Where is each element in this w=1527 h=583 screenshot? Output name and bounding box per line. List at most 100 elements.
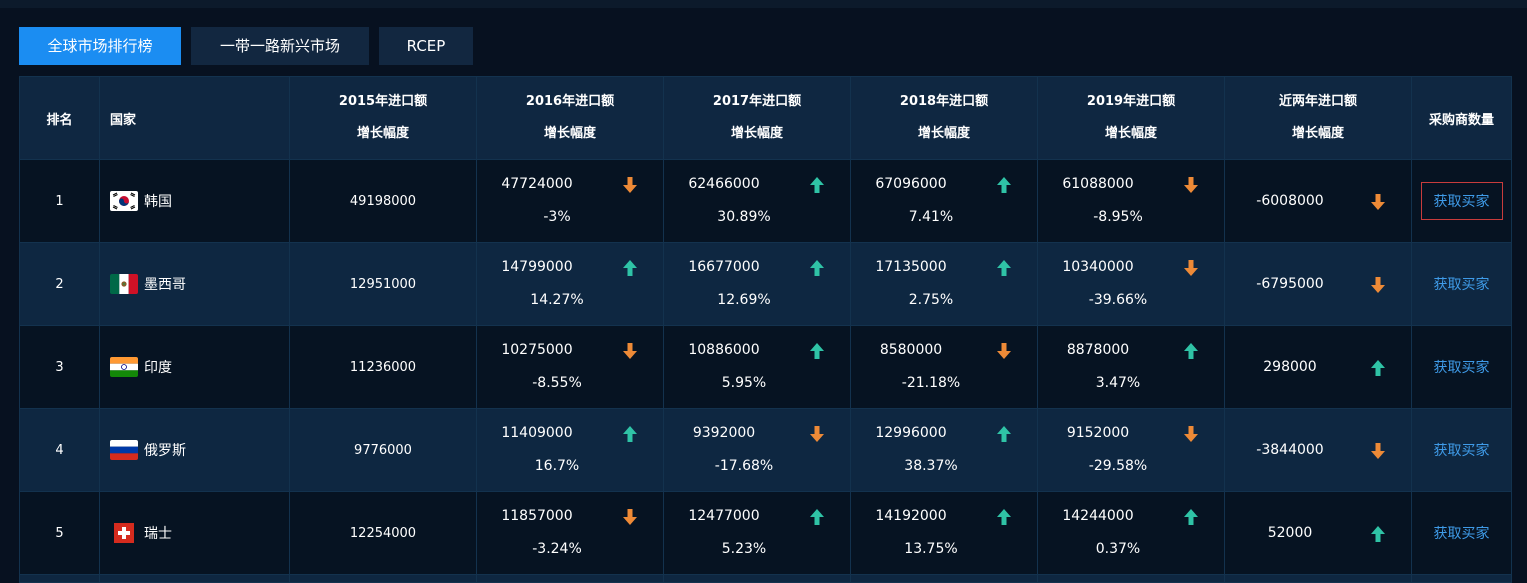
table-row: 5 瑞士 12254000 11857000 -3.24% 12477000 5… xyxy=(19,491,1512,575)
import-2015-cell: 11236000 xyxy=(289,325,477,409)
get-buyers-link[interactable]: 获取买家 xyxy=(1420,182,1503,220)
buyers-cell: 获取买家 xyxy=(1411,325,1512,409)
arrow-up-icon xyxy=(808,258,826,278)
growth-rate: 38.37% xyxy=(904,458,958,474)
import-value: 12996000 xyxy=(875,425,947,441)
arrow-down-icon xyxy=(1369,192,1387,212)
import-2018-cell: 67096000 7.41% xyxy=(850,159,1038,243)
recent-import-cell: -6795000 xyxy=(1224,242,1412,326)
header-2016: 2016年进口额 增长幅度 xyxy=(476,76,664,160)
growth-rate: 5.23% xyxy=(721,541,767,557)
import-2019-cell: 9152000 -29.58% xyxy=(1037,408,1225,492)
russia-flag-icon xyxy=(110,440,138,460)
rank-cell: 5 xyxy=(19,491,100,575)
market-ranking-table: 排名 国家 2015年进口额 增长幅度 2016年进口额 增长幅度 2017年进口额… xyxy=(19,76,1512,583)
growth-rate: 7.41% xyxy=(908,209,954,225)
import-value: 12477000 xyxy=(688,508,760,524)
import-value: 14192000 xyxy=(875,508,947,524)
arrow-up-icon xyxy=(995,424,1013,444)
import-2018-cell: 8580000 -21.18% xyxy=(850,325,1038,409)
korea-flag-icon xyxy=(110,191,138,211)
recent-value: -6795000 xyxy=(1256,276,1324,292)
table-row: 4 俄罗斯 9776000 11409000 16.7% 9392000 -17… xyxy=(19,408,1512,492)
country-cell: 印度 xyxy=(99,325,290,409)
growth-rate: 16.7% xyxy=(534,458,580,474)
growth-rate: 3.47% xyxy=(1095,375,1141,391)
import-2016-cell: 11857000 -3.24% xyxy=(476,491,664,575)
arrow-up-icon xyxy=(621,258,639,278)
tab-rcep[interactable]: RCEP xyxy=(379,27,473,65)
mexico-flag-icon xyxy=(110,274,138,294)
header-2015: 2015年进口额 增长幅度 xyxy=(289,76,477,160)
recent-value: -6008000 xyxy=(1256,193,1324,209)
import-value: 10275000 xyxy=(501,342,573,358)
import-value: 47724000 xyxy=(501,176,573,192)
country-cell: 墨西哥 xyxy=(99,242,290,326)
growth-rate: 13.75% xyxy=(904,541,958,557)
growth-rate: 0.37% xyxy=(1095,541,1141,557)
get-buyers-link[interactable]: 获取买家 xyxy=(1433,277,1490,293)
country-name: 瑞士 xyxy=(144,526,172,542)
import-value: 17135000 xyxy=(875,259,947,275)
arrow-up-icon xyxy=(1369,358,1387,378)
import-value: 11857000 xyxy=(501,508,573,524)
import-value: 10886000 xyxy=(688,342,760,358)
header-2019: 2019年进口额 增长幅度 xyxy=(1037,76,1225,160)
buyers-cell: 获取买家 xyxy=(1411,242,1512,326)
growth-rate: 14.27% xyxy=(530,292,584,308)
import-2015-cell: 12254000 xyxy=(289,491,477,575)
import-2016-cell: 47724000 -3% xyxy=(476,159,664,243)
country-cell: 韩国 xyxy=(99,159,290,243)
arrow-down-icon xyxy=(995,341,1013,361)
import-value: 9152000 xyxy=(1066,425,1130,441)
arrow-down-icon xyxy=(808,424,826,444)
table-header-row: 排名 国家 2015年进口额 增长幅度 2016年进口额 增长幅度 2017年进口额… xyxy=(19,76,1512,160)
arrow-down-icon xyxy=(1369,275,1387,295)
growth-rate: -17.68% xyxy=(714,458,774,474)
table-row-partial xyxy=(19,574,1512,583)
growth-rate: -39.66% xyxy=(1088,292,1148,308)
arrow-up-icon xyxy=(808,507,826,527)
table-row: 3 印度 11236000 10275000 -8.55% 10886000 5… xyxy=(19,325,1512,409)
recent-import-cell: 298000 xyxy=(1224,325,1412,409)
india-flag-icon xyxy=(110,357,138,377)
arrow-up-icon xyxy=(1182,507,1200,527)
arrow-up-icon xyxy=(1182,341,1200,361)
country-cell: 俄罗斯 xyxy=(99,408,290,492)
get-buyers-link[interactable]: 获取买家 xyxy=(1433,526,1490,542)
arrow-down-icon xyxy=(621,175,639,195)
top-bar xyxy=(0,0,1527,8)
import-2018-cell: 17135000 2.75% xyxy=(850,242,1038,326)
tab-global-ranking[interactable]: 全球市场排行榜 xyxy=(19,27,181,65)
market-tabs: 全球市场排行榜 一带一路新兴市场 RCEP xyxy=(19,27,483,65)
import-value: 61088000 xyxy=(1062,176,1134,192)
country-name: 俄罗斯 xyxy=(144,443,186,459)
import-2016-cell: 11409000 16.7% xyxy=(476,408,664,492)
growth-rate: 30.89% xyxy=(717,209,771,225)
arrow-up-icon xyxy=(995,175,1013,195)
rank-cell: 2 xyxy=(19,242,100,326)
arrow-down-icon xyxy=(1182,424,1200,444)
country-name: 韩国 xyxy=(144,194,172,210)
import-2017-cell: 10886000 5.95% xyxy=(663,325,851,409)
import-value: 67096000 xyxy=(875,176,947,192)
import-2019-cell: 8878000 3.47% xyxy=(1037,325,1225,409)
get-buyers-link[interactable]: 获取买家 xyxy=(1433,443,1490,459)
import-value: 8878000 xyxy=(1066,342,1130,358)
growth-rate: 12.69% xyxy=(717,292,771,308)
import-2019-cell: 10340000 -39.66% xyxy=(1037,242,1225,326)
header-2017: 2017年进口额 增长幅度 xyxy=(663,76,851,160)
import-value: 10340000 xyxy=(1062,259,1134,275)
header-country: 国家 xyxy=(99,76,290,160)
growth-rate: -3.24% xyxy=(532,541,582,557)
buyers-cell: 获取买家 xyxy=(1411,491,1512,575)
tab-belt-and-road[interactable]: 一带一路新兴市场 xyxy=(191,27,369,65)
buyers-cell: 获取买家 xyxy=(1411,408,1512,492)
rank-cell: 1 xyxy=(19,159,100,243)
import-2017-cell: 62466000 30.89% xyxy=(663,159,851,243)
header-buyers: 采购商数量 xyxy=(1411,76,1512,160)
get-buyers-link[interactable]: 获取买家 xyxy=(1433,360,1490,376)
arrow-up-icon xyxy=(621,424,639,444)
rank-cell: 4 xyxy=(19,408,100,492)
header-recent: 近两年进口额 增长幅度 xyxy=(1224,76,1412,160)
